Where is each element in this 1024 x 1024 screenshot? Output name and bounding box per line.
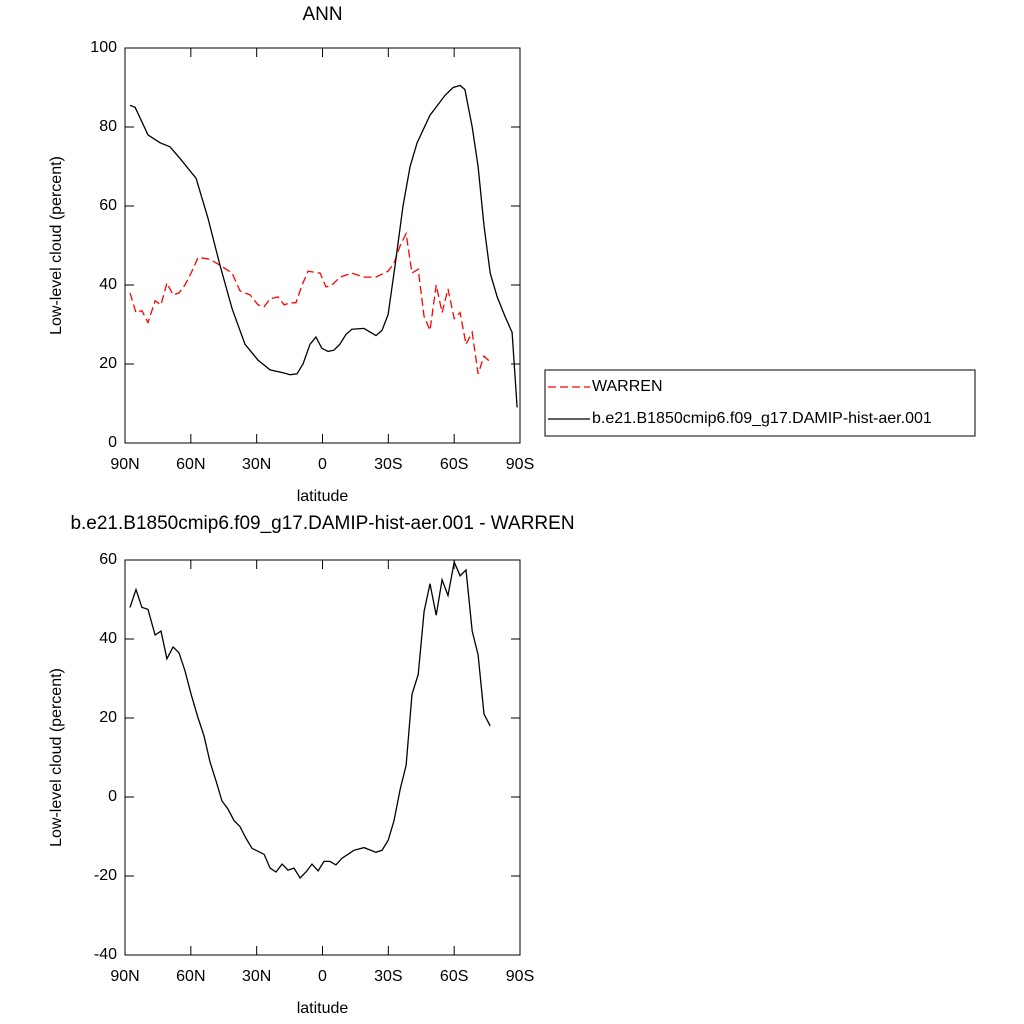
y-axis-label: Low-level cloud (percent) (48, 156, 65, 335)
x-tick-label: 30N (242, 456, 271, 473)
y-tick-label: 40 (99, 630, 117, 647)
plot-frame (124, 47, 521, 444)
y-tick-label: -20 (94, 867, 117, 884)
chart-title: ANN (302, 4, 342, 25)
x-tick-label: 90N (110, 456, 139, 473)
plot-frame (124, 559, 521, 956)
y-tick-label: -40 (94, 946, 117, 963)
x-axis-label: latitude (297, 488, 349, 505)
x-tick-label: 0 (318, 456, 327, 473)
y-tick-label: 20 (99, 355, 117, 372)
legend-label: b.e21.B1850cmip6.f09_g17.DAMIP-hist-aer.… (592, 410, 932, 427)
data-line (129, 231, 491, 375)
y-tick-label: 0 (108, 434, 117, 451)
x-axis-label: latitude (297, 1000, 349, 1017)
y-tick-label: 20 (99, 709, 117, 726)
chart-title: b.e21.B1850cmip6.f09_g17.DAMIP-hist-aer.… (70, 513, 574, 534)
y-tick-label: 0 (108, 788, 117, 805)
data-line (129, 559, 491, 880)
x-tick-label: 60S (440, 456, 468, 473)
y-tick-label: 40 (99, 276, 117, 293)
y-tick-label: 100 (90, 39, 117, 56)
x-tick-label: 60N (176, 968, 205, 985)
x-tick-label: 90N (110, 968, 139, 985)
x-tick-label: 60N (176, 456, 205, 473)
legend-label: WARREN (592, 378, 663, 395)
data-line (129, 84, 518, 408)
y-tick-label: 60 (99, 551, 117, 568)
legend-box (544, 369, 976, 437)
x-tick-label: 60S (440, 968, 468, 985)
x-tick-label: 90S (506, 456, 534, 473)
y-tick-label: 60 (99, 197, 117, 214)
x-tick-label: 0 (318, 968, 327, 985)
x-tick-label: 30N (242, 968, 271, 985)
y-tick-label: 80 (99, 118, 117, 135)
y-axis-label: Low-level cloud (percent) (48, 668, 65, 847)
x-tick-label: 30S (374, 456, 402, 473)
x-tick-label: 30S (374, 968, 402, 985)
x-tick-label: 90S (506, 968, 534, 985)
